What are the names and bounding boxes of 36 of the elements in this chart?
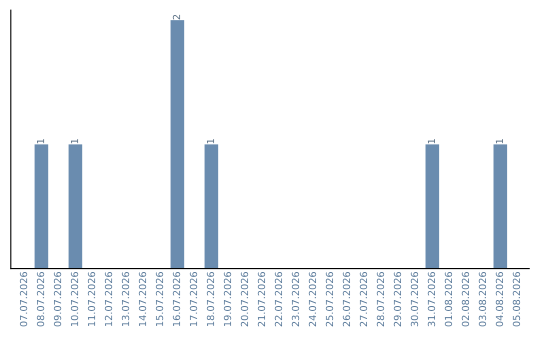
x-tick-label: 25.07.2026	[326, 272, 334, 326]
x-tick-label: 12.07.2026	[104, 272, 112, 326]
x-tick-label: 17.07.2026	[190, 272, 198, 326]
data-label: 1	[496, 139, 503, 144]
x-tick-label: 31.07.2026	[428, 272, 436, 326]
x-tick-label: 19.07.2026	[224, 272, 232, 326]
x-tick-label: 01.08.2026	[444, 272, 452, 326]
x-tick-label: 27.07.2026	[360, 272, 368, 326]
x-tick-label: 11.07.2026	[88, 272, 96, 326]
x-tick-label: 20.07.2026	[240, 272, 248, 326]
x-tick-label: 30.07.2026	[410, 272, 418, 326]
x-tick-label: 07.07.2026	[20, 272, 28, 326]
data-label: 2	[172, 14, 180, 20]
x-tick-label: 02.08.2026	[462, 272, 470, 326]
x-tick-label: 08.07.2026	[36, 272, 44, 326]
x-tick-label: 28.07.2026	[376, 272, 384, 326]
x-tick-label: 14.07.2026	[138, 272, 146, 326]
x-tick-label: 10.07.2026	[70, 272, 78, 326]
x-tick-label: 16.07.2026	[172, 272, 180, 326]
x-tick-label: 22.07.2026	[274, 272, 282, 326]
x-tick-label: 15.07.2026	[156, 272, 164, 326]
x-tick-label: 21.07.2026	[258, 272, 266, 326]
x-tick-label: 24.07.2026	[308, 272, 316, 326]
x-tick-label: 09.07.2026	[54, 272, 62, 326]
data-label: 1	[428, 139, 435, 144]
x-tick-label: 23.07.2026	[292, 272, 300, 326]
x-tick-label: 18.07.2026	[206, 272, 214, 326]
x-tick-label: 03.08.2026	[478, 272, 486, 326]
data-label: 1	[70, 139, 78, 144]
x-tick-label: 29.07.2026	[394, 272, 402, 326]
data-label: 1	[206, 139, 214, 144]
data-label: 1	[36, 139, 44, 144]
x-tick-label: 13.07.2026	[122, 272, 130, 326]
x-tick-label: 26.07.2026	[342, 272, 350, 326]
x-tick-label: 05.08.2026	[512, 272, 520, 326]
x-tick-label: 04.08.2026	[496, 272, 504, 326]
